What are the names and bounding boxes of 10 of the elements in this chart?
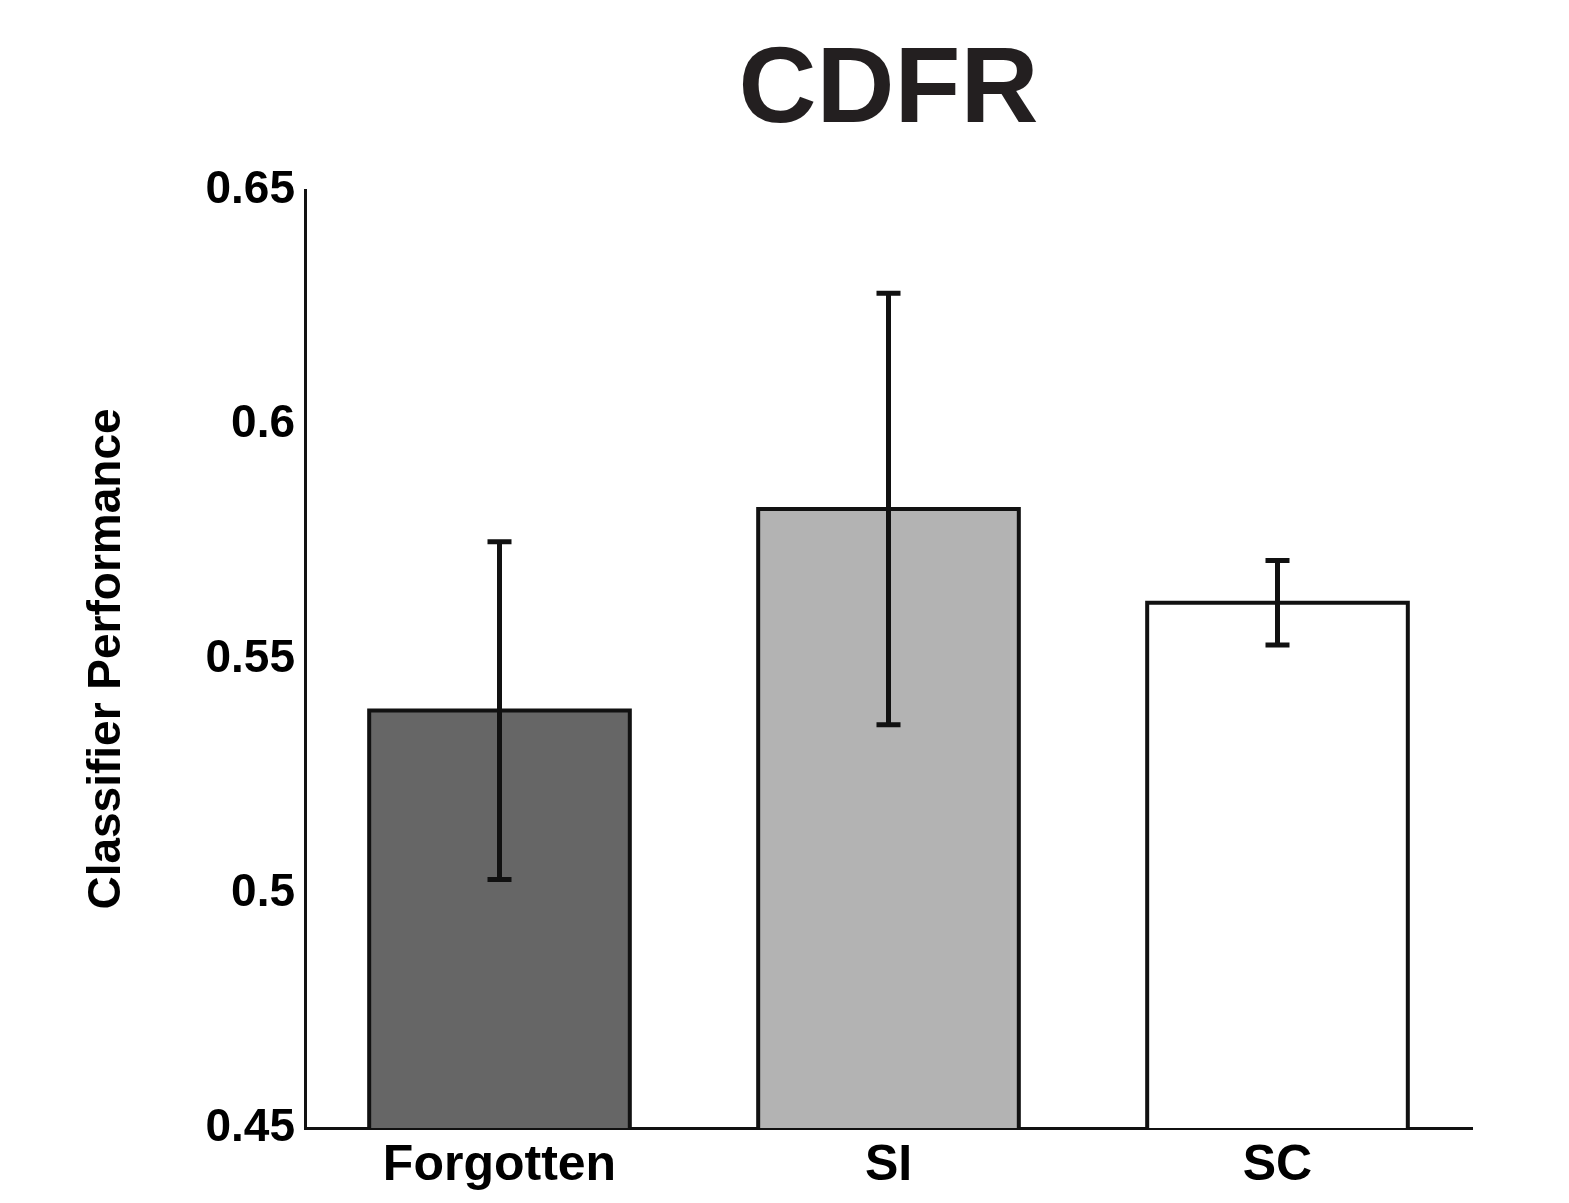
y-tick-label: 0.45 bbox=[205, 1098, 295, 1151]
y-tick-label: 0.65 bbox=[205, 160, 295, 213]
x-tick-label: SC bbox=[1242, 1134, 1313, 1191]
y-axis-title: Classifier Performance bbox=[78, 408, 131, 910]
chart-title: CDFR bbox=[738, 23, 1039, 145]
x-tick-label: SI bbox=[864, 1134, 913, 1191]
y-tick-label: 0.55 bbox=[205, 629, 295, 682]
y-tick-label: 0.5 bbox=[231, 864, 295, 917]
x-tick-label: Forgotten bbox=[382, 1134, 617, 1191]
y-tick-label: 0.6 bbox=[231, 395, 295, 448]
